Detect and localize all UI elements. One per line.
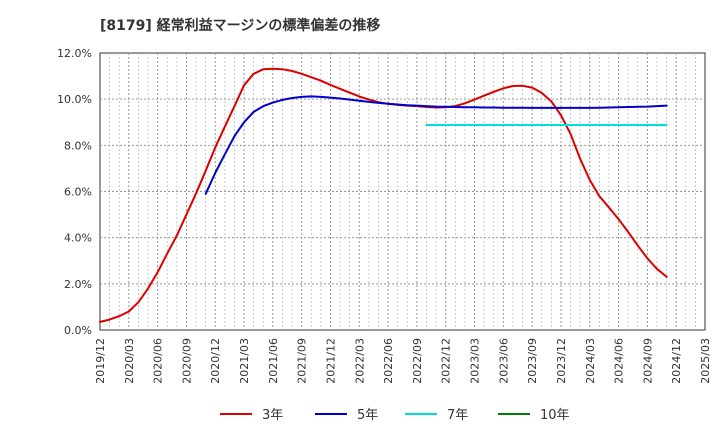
x-tick-label: 2020/03 — [123, 338, 136, 384]
chart-title: [8179] 経常利益マージンの標準偏差の推移 — [100, 17, 380, 34]
y-tick-label: 6.0% — [64, 186, 92, 199]
x-tick-label: 2022/12 — [440, 338, 453, 384]
x-tick-label: 2024/06 — [613, 338, 626, 384]
x-tick-label: 2024/03 — [584, 338, 597, 384]
x-tick-label: 2025/03 — [699, 338, 712, 384]
legend-label-5年: 5年 — [357, 408, 378, 423]
x-tick-label: 2023/12 — [555, 338, 568, 384]
y-tick-label: 8.0% — [64, 139, 92, 152]
y-axis: 0.0% 2.0% 4.0% 6.0% 8.0% 10.0% 12.0% — [57, 47, 92, 337]
y-tick-label: 4.0% — [64, 232, 92, 245]
legend-label-10年: 10年 — [540, 408, 570, 423]
y-tick-label: 0.0% — [64, 324, 92, 337]
x-tick-label: 2023/09 — [526, 338, 539, 384]
x-tick-label: 2020/12 — [209, 338, 222, 384]
x-tick-label: 2023/03 — [469, 338, 482, 384]
x-tick-label: 2022/06 — [382, 338, 395, 384]
y-tick-label: 12.0% — [57, 47, 92, 60]
y-tick-label: 2.0% — [64, 278, 92, 291]
x-tick-label: 2024/12 — [670, 338, 683, 384]
x-tick-label: 2022/09 — [411, 338, 424, 384]
x-tick-label: 2024/09 — [641, 338, 654, 384]
plot-area — [99, 52, 706, 331]
x-tick-label: 2021/03 — [238, 338, 251, 384]
y-tick-label: 10.0% — [57, 93, 92, 106]
x-tick-label: 2019/12 — [94, 338, 107, 384]
x-tick-label: 2021/12 — [324, 338, 337, 384]
x-tick-label: 2021/06 — [267, 338, 280, 384]
legend-label-7年: 7年 — [447, 408, 468, 423]
x-tick-label: 2020/06 — [152, 338, 165, 384]
series-lines — [99, 67, 668, 323]
grid — [100, 53, 705, 330]
x-tick-label: 2023/06 — [497, 338, 510, 384]
legend-label-3年: 3年 — [262, 408, 283, 423]
x-tick-label: 2021/09 — [296, 338, 309, 384]
legend: 3年 5年 7年 10年 — [220, 408, 570, 423]
series-line-5年 — [204, 95, 668, 195]
x-tick-label: 2020/09 — [180, 338, 193, 384]
x-axis: 2019/12 2020/03 2020/06 2020/09 2020/12 2021/… — [94, 338, 712, 384]
x-tick-label: 2022/03 — [353, 338, 366, 384]
